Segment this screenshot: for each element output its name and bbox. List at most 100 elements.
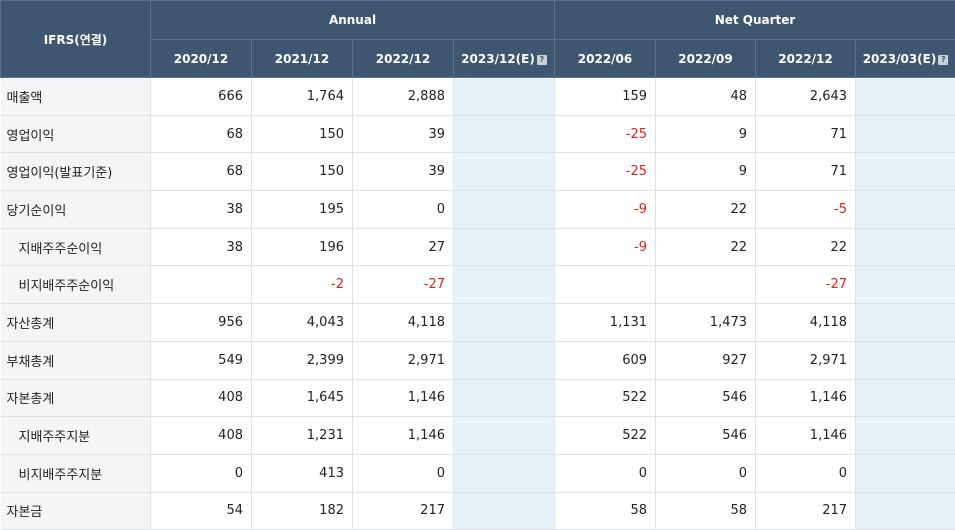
value-cell: 38 — [151, 191, 252, 229]
period-header-label: 2022/06 — [578, 52, 632, 66]
value-cell: -5 — [756, 191, 856, 229]
value-cell: 0 — [151, 454, 252, 492]
value-cell — [454, 304, 555, 342]
value-cell: 2,888 — [353, 78, 454, 116]
row-label: 자산총계 — [1, 304, 151, 342]
value-cell: 2,971 — [756, 341, 856, 379]
value-cell: 58 — [555, 492, 656, 530]
value-cell — [454, 153, 555, 191]
period-header-quarter-2022-09: 2022/09 — [656, 40, 756, 78]
value-cell — [454, 492, 555, 530]
period-header-annual-2021-12: 2021/12 — [252, 40, 353, 78]
value-cell: 9 — [656, 153, 756, 191]
value-cell: 150 — [252, 153, 353, 191]
value-cell: 58 — [656, 492, 756, 530]
value-cell: 68 — [151, 153, 252, 191]
value-cell: 39 — [353, 153, 454, 191]
value-cell: 71 — [756, 153, 856, 191]
period-header-quarter-2022-12: 2022/12 — [756, 40, 856, 78]
value-cell: 1,645 — [252, 379, 353, 417]
help-icon[interactable]: ? — [938, 55, 948, 65]
value-cell: 54 — [151, 492, 252, 530]
value-cell — [856, 304, 955, 342]
value-cell: 195 — [252, 191, 353, 229]
value-cell: 4,043 — [252, 304, 353, 342]
period-header-quarter-2022-06: 2022/06 — [555, 40, 656, 78]
value-cell — [454, 115, 555, 153]
value-cell: 0 — [353, 454, 454, 492]
value-cell: 39 — [353, 115, 454, 153]
value-cell: 522 — [555, 379, 656, 417]
value-cell — [856, 341, 955, 379]
period-header-label: 2022/12 — [778, 52, 832, 66]
value-cell — [454, 191, 555, 229]
value-cell: 2,399 — [252, 341, 353, 379]
value-cell: -25 — [555, 153, 656, 191]
value-cell: 522 — [555, 417, 656, 455]
value-cell: 546 — [656, 417, 756, 455]
value-cell — [454, 379, 555, 417]
value-cell: 1,146 — [756, 417, 856, 455]
period-header-annual-2020-12: 2020/12 — [151, 40, 252, 78]
value-cell: 22 — [656, 191, 756, 229]
value-cell: 0 — [756, 454, 856, 492]
value-cell — [454, 228, 555, 266]
value-cell: -27 — [756, 266, 856, 304]
value-cell: -9 — [555, 191, 656, 229]
value-cell — [856, 78, 955, 116]
value-cell: 413 — [252, 454, 353, 492]
value-cell: 408 — [151, 417, 252, 455]
value-cell — [856, 153, 955, 191]
value-cell: 22 — [756, 228, 856, 266]
row-label: 비지배주주지분 — [1, 454, 151, 492]
value-cell: 1,473 — [656, 304, 756, 342]
accounting-standard-header: IFRS(연결) — [1, 1, 151, 78]
quarter-group-header: Net Quarter — [555, 1, 955, 40]
row-label: 자본금 — [1, 492, 151, 530]
value-cell: 546 — [656, 379, 756, 417]
value-cell: 196 — [252, 228, 353, 266]
value-cell: 22 — [656, 228, 756, 266]
value-cell — [151, 266, 252, 304]
value-cell: 71 — [756, 115, 856, 153]
row-label: 비지배주주순이익 — [1, 266, 151, 304]
value-cell — [454, 266, 555, 304]
period-header-annual-2023-12-estimate: 2023/12(E)? — [454, 40, 555, 78]
value-cell: 0 — [555, 454, 656, 492]
value-cell: 0 — [353, 191, 454, 229]
help-icon[interactable]: ? — [537, 55, 547, 65]
value-cell: 4,118 — [353, 304, 454, 342]
value-cell: 159 — [555, 78, 656, 116]
value-cell: 0 — [656, 454, 756, 492]
value-cell: 150 — [252, 115, 353, 153]
value-cell — [856, 191, 955, 229]
annual-group-header: Annual — [151, 1, 555, 40]
value-cell — [454, 417, 555, 455]
value-cell: 2,643 — [756, 78, 856, 116]
value-cell: 408 — [151, 379, 252, 417]
period-header-annual-2022-12: 2022/12 — [353, 40, 454, 78]
value-cell: 956 — [151, 304, 252, 342]
value-cell — [555, 266, 656, 304]
period-header-label: 2020/12 — [174, 52, 228, 66]
value-cell: 9 — [656, 115, 756, 153]
period-header-quarter-2023-03-estimate: 2023/03(E)? — [856, 40, 955, 78]
value-cell: 38 — [151, 228, 252, 266]
value-cell: 27 — [353, 228, 454, 266]
period-header-label: 2023/12(E) — [461, 52, 535, 66]
value-cell: 1,146 — [353, 379, 454, 417]
value-cell: 1,131 — [555, 304, 656, 342]
period-header-label: 2021/12 — [275, 52, 329, 66]
row-label: 지배주주순이익 — [1, 228, 151, 266]
value-cell: 1,231 — [252, 417, 353, 455]
